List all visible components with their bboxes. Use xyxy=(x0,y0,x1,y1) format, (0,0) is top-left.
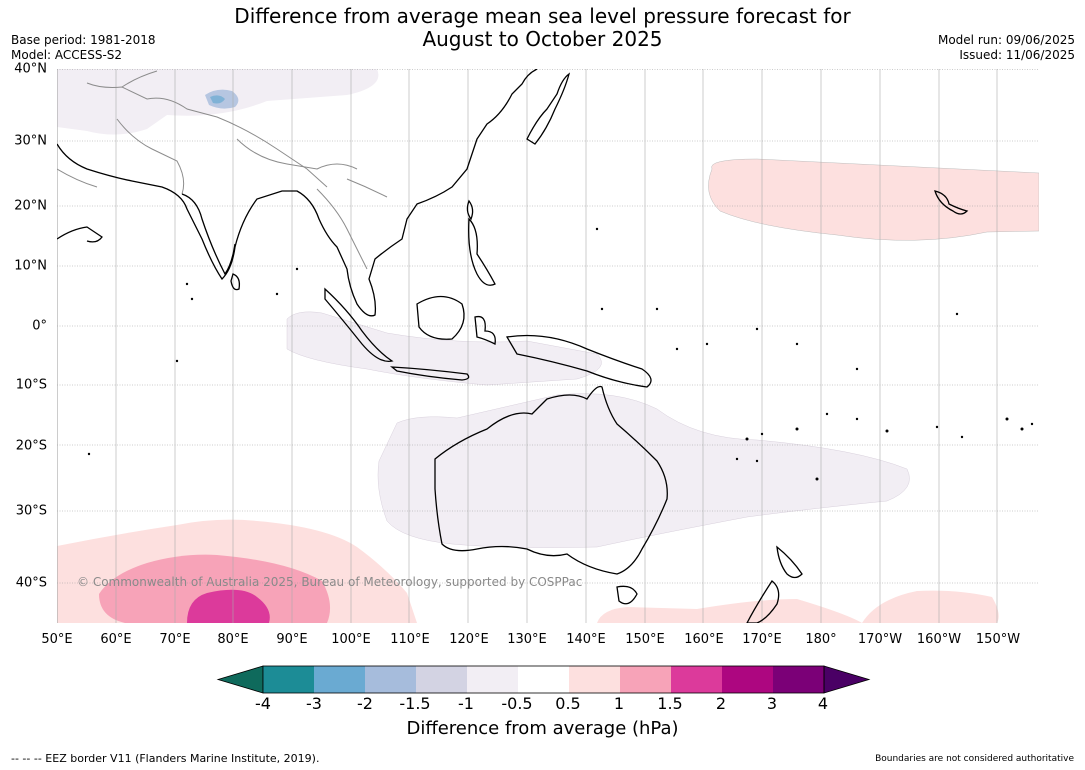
arabia-coastline xyxy=(57,226,103,243)
anomaly-north-pacific-high xyxy=(708,158,1039,241)
japan xyxy=(526,72,571,145)
lon-label: 140°E xyxy=(566,632,606,647)
colorbar-title: Difference from average (hPa) xyxy=(406,718,679,739)
sulawesi xyxy=(474,315,496,345)
base-period-text: Base period: 1981-2018 xyxy=(11,33,156,47)
colorbar-tick-label: -3 xyxy=(306,694,322,713)
colorbar-cell xyxy=(518,666,569,693)
lon-label: 120°E xyxy=(449,632,489,647)
colorbar-cell xyxy=(671,666,722,693)
tasmania xyxy=(616,585,638,605)
colorbar-cell xyxy=(569,666,620,693)
island-dots xyxy=(87,227,1034,481)
colorbar-tick-label: -0.5 xyxy=(501,694,533,713)
lon-label: 150°E xyxy=(625,632,665,647)
colorbar-cell xyxy=(773,666,824,693)
new-zealand xyxy=(746,545,803,623)
australia-coastline xyxy=(434,385,668,575)
anomaly-southern-ocean-center xyxy=(187,589,270,623)
colorbar-over-arrow xyxy=(823,665,871,694)
lat-label: 40°S xyxy=(15,575,47,591)
colorbar-tick-label: 3 xyxy=(766,694,778,713)
colorbar-tick-label: -1.5 xyxy=(399,694,431,713)
anomaly-southern-ocean-core xyxy=(99,554,331,623)
lat-label: 0° xyxy=(32,318,47,334)
anomaly-maritime-continent xyxy=(286,311,602,386)
lon-label: 160°E xyxy=(684,632,724,647)
sri-lanka xyxy=(230,273,241,291)
colorbar-cells xyxy=(216,665,871,694)
lon-label: 100°E xyxy=(331,632,371,647)
colorbar-cell xyxy=(620,666,671,693)
colorbar xyxy=(216,665,871,694)
lat-label: 20°N xyxy=(14,198,47,214)
colorbar-tick-label: -1 xyxy=(458,694,474,713)
boundaries-disclaimer: Boundaries are not considered authoritat… xyxy=(875,754,1074,764)
lon-label: 80°E xyxy=(217,632,249,647)
java xyxy=(390,366,470,381)
colorbar-cell xyxy=(263,666,314,693)
coastlines xyxy=(57,69,969,623)
model-name-text: Model: ACCESS-S2 xyxy=(11,48,123,62)
lon-label: 150°W xyxy=(975,632,1021,647)
lon-label: 180° xyxy=(805,632,837,647)
map-title-line-2: August to October 2025 xyxy=(422,27,663,51)
taiwan xyxy=(466,199,474,221)
lat-label: 10°S xyxy=(15,377,47,393)
colorbar-tick-label: 1.5 xyxy=(657,694,683,713)
lon-label: 160°W xyxy=(916,632,962,647)
borneo xyxy=(416,295,465,340)
hawaii xyxy=(934,190,969,215)
lon-label: 130°E xyxy=(507,632,547,647)
lon-label: 50°E xyxy=(41,632,73,647)
model-run-text: Model run: 09/06/2025 xyxy=(937,33,1075,47)
colorbar-tick-label: -2 xyxy=(357,694,373,713)
colorbar-tick-label: -4 xyxy=(255,694,271,713)
country-borders xyxy=(57,70,388,270)
lat-label: 30°S xyxy=(15,503,47,519)
anomaly-fields xyxy=(57,69,1039,623)
lon-label: 90°E xyxy=(276,632,308,647)
lat-label: 30°N xyxy=(14,133,47,149)
colorbar-cell xyxy=(365,666,416,693)
colorbar-tick-label: 0.5 xyxy=(555,694,581,713)
lon-label: 170°E xyxy=(742,632,782,647)
colorbar-cell xyxy=(467,666,518,693)
lon-label: 110°E xyxy=(390,632,430,647)
anomaly-australia-region xyxy=(377,393,910,548)
colorbar-cell xyxy=(314,666,365,693)
issued-date-text: Issued: 11/06/2025 xyxy=(959,48,1075,62)
lon-label: 60°E xyxy=(100,632,132,647)
colorbar-cell xyxy=(722,666,773,693)
sumatra xyxy=(324,287,394,363)
anomaly-southern-ocean-east xyxy=(597,590,999,623)
colorbar-under-arrow xyxy=(216,665,264,694)
pressure-anomaly-map: © Commonwealth of Australia 2025, Bureau… xyxy=(57,69,1039,623)
lon-label: 170°W xyxy=(857,632,903,647)
colorbar-frame xyxy=(262,665,825,694)
india-coastline xyxy=(181,193,236,276)
philippines xyxy=(468,217,496,286)
map-title-line-1: Difference from average mean sea level p… xyxy=(234,4,851,28)
colorbar-tick-label: 2 xyxy=(715,694,727,713)
lon-label: 70°E xyxy=(159,632,191,647)
meridians xyxy=(57,69,998,623)
anomaly-tibet-core xyxy=(210,95,225,104)
lat-label: 40°N xyxy=(14,61,47,77)
graticule xyxy=(57,69,1039,584)
copyright-notice: © Commonwealth of Australia 2025, Bureau… xyxy=(77,575,582,589)
eez-border-note: -- -- -- EEZ border V11 (Flanders Marine… xyxy=(11,752,320,765)
colorbar-cell xyxy=(416,666,467,693)
new-guinea xyxy=(505,334,652,388)
lat-label: 10°N xyxy=(14,258,47,274)
lat-label: 20°S xyxy=(15,438,47,454)
colorbar-tick-label: 1 xyxy=(613,694,625,713)
colorbar-tick-label: 4 xyxy=(817,694,829,713)
asia-coastline xyxy=(57,69,538,317)
